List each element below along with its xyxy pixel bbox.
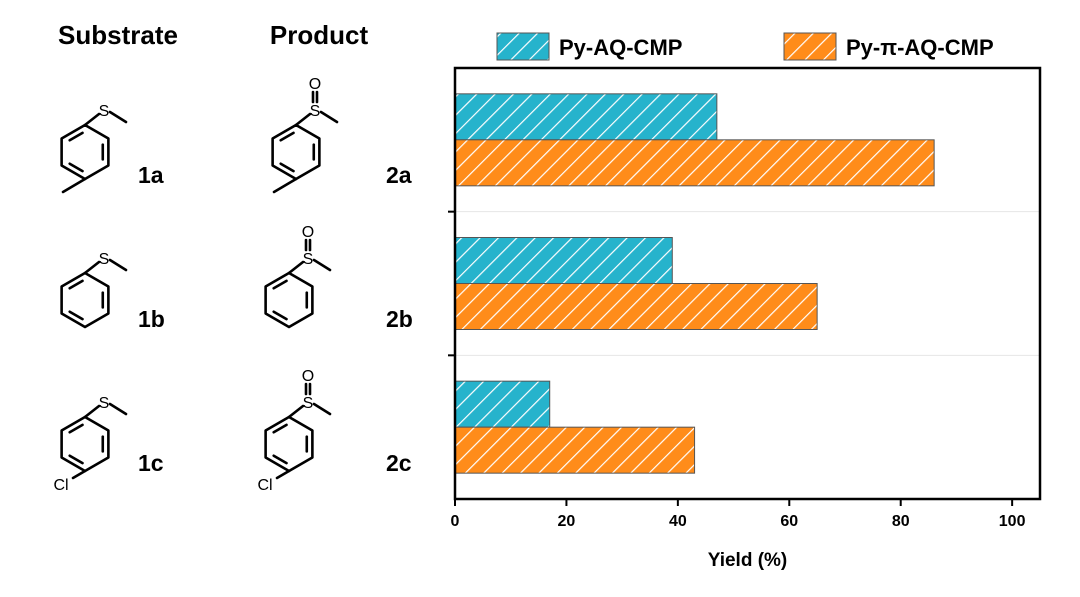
chlorine-atom-label: Cl [257,477,272,494]
bar-2c-series-1 [454,380,551,428]
legend-label-series-2: Py-π-AQ-CMP [846,35,994,60]
bar-2b-series-2 [454,283,818,330]
x-tick-label: 100 [999,513,1026,530]
x-tick-label: 40 [669,513,687,530]
product-label-2c: 2c [386,450,412,476]
bars [454,93,935,474]
product-label-2b: 2b [386,306,413,332]
substrate-structure-1a: S [60,103,128,194]
bar-chart: 0 20 40 60 80 100 Yield (%) Py-AQ-CMP Py-π-AQ-… [448,32,1042,571]
sulfur-atom-label: S [303,251,314,268]
substrate-header: Substrate [58,20,178,50]
x-tick-label: 0 [451,513,460,530]
sulfur-atom-label: S [99,395,110,412]
x-tick-label: 80 [892,513,910,530]
bar-2a-series-2 [454,139,935,187]
product-structure-2c: SO Cl [257,368,332,494]
sulfur-atom-label: S [303,395,314,412]
oxygen-atom-label: O [302,368,314,385]
oxygen-atom-label: O [309,76,321,93]
sulfur-atom-label: S [99,103,110,120]
legend-swatch-series-1 [496,32,550,61]
chlorine-atom-label: Cl [53,477,68,494]
sulfur-atom-label: S [310,103,321,120]
plot-frame [453,66,1042,501]
substrate-label-1c: 1c [138,450,164,476]
substrate-label-1a: 1a [138,162,164,188]
sulfur-atom-label: S [99,251,110,268]
product-label-2a: 2a [386,162,412,188]
legend: Py-AQ-CMP Py-π-AQ-CMP [496,32,994,61]
category-separators [455,211,1040,356]
substrate-label-1b: 1b [138,306,165,332]
product-structure-2b: SO [264,224,332,329]
product-structure-2a: SO [271,76,339,194]
x-axis-label: Yield (%) [708,550,788,571]
bar-2c-series-2 [454,426,696,474]
legend-swatch-series-2 [783,32,837,61]
x-tick-label: 60 [780,513,798,530]
axis-ticks: 0 20 40 60 80 100 [448,210,1026,530]
legend-label-series-1: Py-AQ-CMP [559,35,682,60]
bar-2a-series-1 [454,93,718,141]
substrate-structure-1b: S [60,251,128,329]
bar-2b-series-1 [454,237,673,284]
substrate-structure-1c: S Cl [53,395,128,494]
x-tick-label: 20 [558,513,576,530]
product-header: Product [270,20,369,50]
oxygen-atom-label: O [302,224,314,241]
